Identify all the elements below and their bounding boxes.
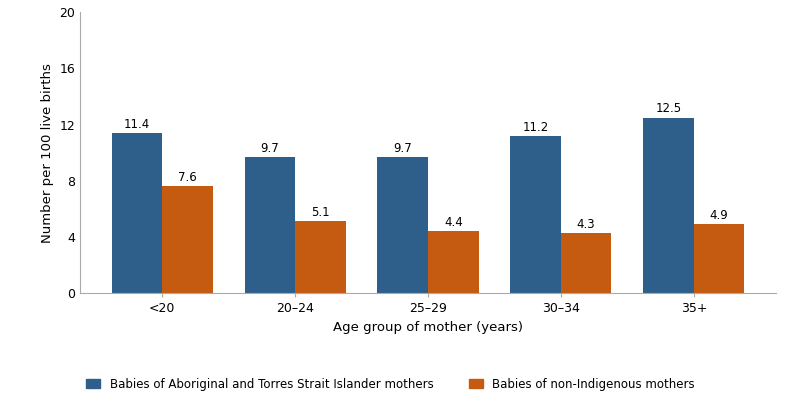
Bar — [643, 118, 694, 293]
Bar — [428, 231, 478, 293]
Text: 4.9: 4.9 — [710, 209, 729, 222]
Text: 11.4: 11.4 — [124, 118, 150, 131]
Bar — [378, 157, 428, 293]
Bar — [162, 186, 213, 293]
Bar — [694, 224, 744, 293]
Legend: Babies of Aboriginal and Torres Strait Islander mothers, Babies of non-Indigenou: Babies of Aboriginal and Torres Strait I… — [86, 378, 695, 391]
X-axis label: Age group of mother (years): Age group of mother (years) — [333, 321, 523, 334]
Y-axis label: Number per 100 live births: Number per 100 live births — [41, 63, 54, 243]
Bar — [295, 221, 346, 293]
Bar — [561, 233, 611, 293]
Text: 9.7: 9.7 — [261, 142, 279, 155]
Text: 9.7: 9.7 — [394, 142, 412, 155]
Text: 4.3: 4.3 — [577, 218, 595, 230]
Text: 12.5: 12.5 — [655, 103, 682, 116]
Bar — [510, 136, 561, 293]
Bar — [245, 157, 295, 293]
Bar — [112, 133, 162, 293]
Text: 5.1: 5.1 — [311, 206, 330, 219]
Text: 7.6: 7.6 — [178, 171, 197, 184]
Text: 11.2: 11.2 — [522, 120, 549, 133]
Text: 4.4: 4.4 — [444, 216, 462, 229]
